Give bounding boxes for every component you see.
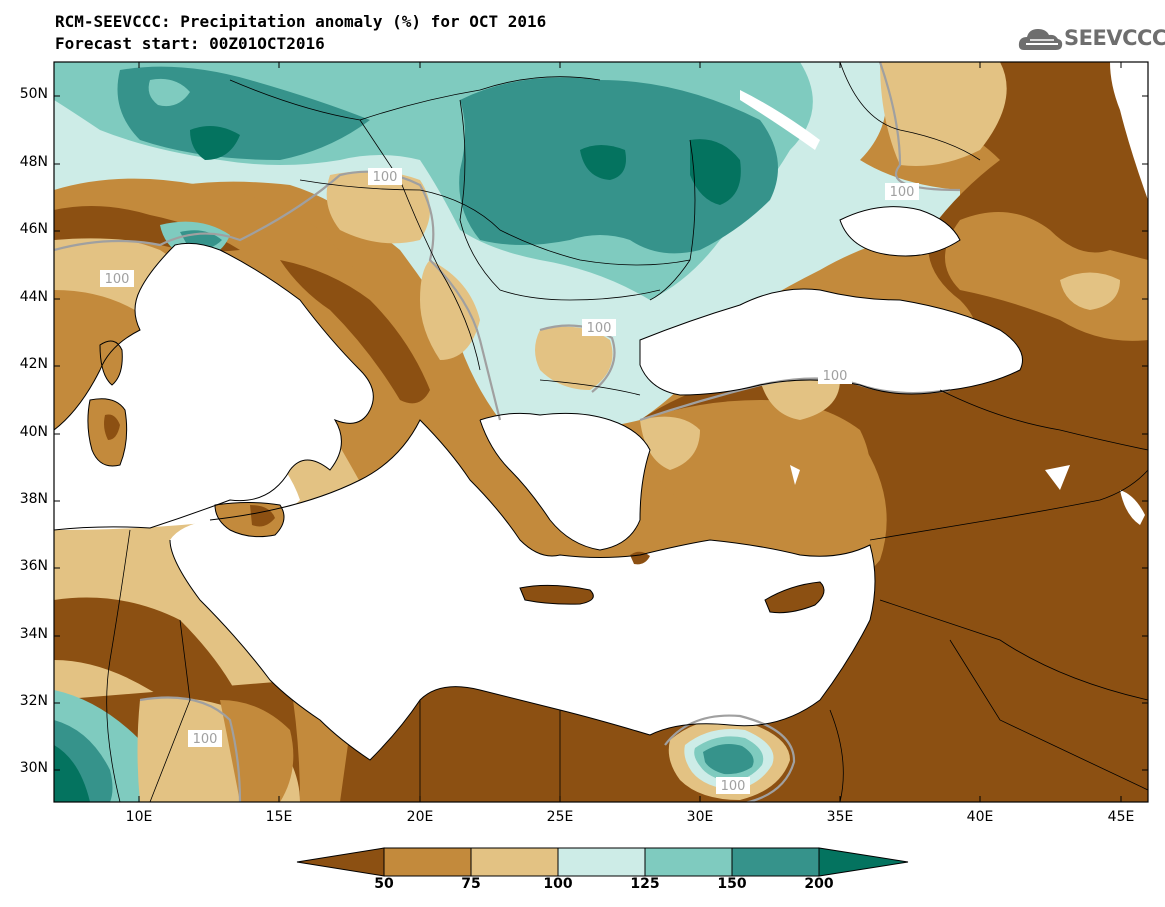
lon-label: 40E	[966, 809, 994, 825]
colorbar-label: 125	[630, 876, 660, 892]
colorbar-label: 150	[717, 876, 747, 892]
colorbar-segment	[470, 847, 559, 877]
contour-label: 100	[193, 732, 218, 747]
colorbar-label: 200	[804, 876, 834, 892]
colorbar-segment	[731, 847, 820, 877]
lat-label: 40N	[19, 424, 48, 440]
coastlines	[54, 206, 1023, 761]
corsica	[100, 341, 123, 385]
contour-label: 100	[105, 272, 130, 287]
colorbar-label: 75	[461, 876, 481, 892]
wet-zone-peak	[690, 139, 741, 205]
cyprus	[765, 582, 824, 613]
colorbar-label: 100	[543, 876, 573, 892]
black-sea	[640, 289, 1023, 395]
lon-label: 15E	[265, 809, 293, 825]
lat-label: 50N	[19, 86, 48, 102]
axis-ticks	[54, 62, 1148, 802]
lon-label: 20E	[406, 809, 434, 825]
lon-label: 45E	[1107, 809, 1135, 825]
lat-label: 46N	[19, 221, 48, 237]
lat-label: 44N	[19, 289, 48, 305]
contour-labels: 100 100 100 100 100 100 100	[100, 168, 919, 794]
colorbar	[296, 847, 909, 877]
contour-label: 100	[373, 170, 398, 185]
lon-label: 30E	[686, 809, 714, 825]
contour-label: 100	[587, 321, 612, 336]
cloud-icon	[1018, 29, 1063, 50]
lon-label: 25E	[546, 809, 574, 825]
lon-label: 35E	[826, 809, 854, 825]
contour-label: 100	[823, 369, 848, 384]
colorbar-segment	[383, 847, 472, 877]
lon-label: 10E	[125, 809, 153, 825]
map-frame	[53, 61, 1149, 803]
lat-label: 30N	[19, 760, 48, 776]
lat-label: 48N	[19, 154, 48, 170]
colorbar-segment	[818, 847, 909, 877]
caspian-edge	[1110, 62, 1148, 200]
colorbar-segment	[557, 847, 646, 877]
map-title: RCM-SEEVCCC: Precipitation anomaly (%) f…	[55, 12, 547, 31]
lat-label: 32N	[19, 693, 48, 709]
map-subtitle: Forecast start: 00Z01OCT2016	[55, 34, 325, 53]
logo-text: SEEVCCC	[1064, 26, 1165, 50]
lat-label: 38N	[19, 491, 48, 507]
lat-label: 34N	[19, 626, 48, 642]
lat-label: 36N	[19, 558, 48, 574]
lat-label: 42N	[19, 356, 48, 372]
colorbar-label: 50	[374, 876, 394, 892]
crete	[520, 585, 594, 605]
dry-zone-east	[54, 62, 1148, 802]
colorbar-segment	[296, 847, 385, 877]
country-borders	[106, 62, 1148, 802]
anomaly-field	[54, 62, 1148, 802]
colorbar-segment	[644, 847, 733, 877]
contour-label: 100	[890, 185, 915, 200]
contour-label: 100	[721, 779, 746, 794]
